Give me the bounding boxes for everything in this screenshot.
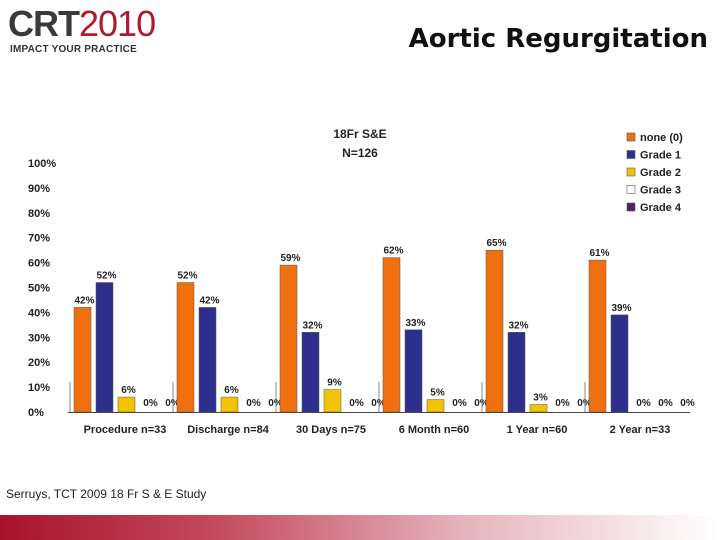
bar-2 <box>117 396 136 413</box>
bar-2 <box>323 389 342 413</box>
data-label: 5% <box>430 388 445 399</box>
bar-1 <box>198 307 217 413</box>
chart-title: 18Fr S&E <box>333 127 386 141</box>
bar-0 <box>73 307 92 413</box>
data-label: 42% <box>199 295 219 306</box>
data-label: 0% <box>452 398 467 409</box>
logo-crt: CRT <box>8 3 80 44</box>
data-label: 0% <box>680 398 695 409</box>
footer-bar <box>0 515 720 540</box>
chart-subtitle: N=126 <box>342 146 378 160</box>
y-tick-label: 30% <box>28 332 50 344</box>
y-tick-label: 20% <box>28 357 50 369</box>
y-tick-label: 10% <box>28 382 50 394</box>
x-category-label: Procedure n=33 <box>84 424 167 436</box>
y-tick-label: 60% <box>28 258 50 270</box>
logo-wordmark: CRT2010 <box>8 3 156 44</box>
data-label: 39% <box>611 303 631 314</box>
bar-1 <box>507 332 526 413</box>
y-tick-label: 80% <box>28 208 50 220</box>
bar-2 <box>529 404 548 413</box>
y-tick-label: 0% <box>28 407 44 419</box>
legend-swatch <box>626 132 636 142</box>
data-label: 52% <box>177 271 197 282</box>
bar-chart: 0% 10% 20% 30% 40% 50% 60% 70% 80% 90% 100% 18Fr S&… <box>28 127 695 436</box>
legend-swatch <box>626 150 636 159</box>
data-label: 0% <box>246 398 261 409</box>
data-label: 0% <box>143 398 158 409</box>
y-tick-label: 40% <box>28 307 50 319</box>
bar-1 <box>95 282 114 413</box>
y-tick-label: 70% <box>28 233 50 245</box>
data-label: 61% <box>589 248 609 259</box>
data-label: 42% <box>74 295 94 306</box>
bar-2 <box>220 396 239 413</box>
bar-0 <box>382 257 401 413</box>
data-label: 3% <box>533 393 548 404</box>
data-label: 6% <box>121 385 136 396</box>
data-label: 65% <box>486 238 506 249</box>
legend-swatch <box>626 202 636 212</box>
data-label: 0% <box>349 398 364 409</box>
legend-label: Grade 3 <box>640 185 681 197</box>
legend-label: Grade 2 <box>640 167 681 179</box>
data-label: 9% <box>327 378 342 389</box>
x-category-label: 6 Month n=60 <box>399 424 470 436</box>
bar-1 <box>301 332 320 413</box>
bar-2 <box>426 399 445 413</box>
x-category-label: 2 Year n=33 <box>610 424 671 436</box>
data-label: 0% <box>658 398 673 409</box>
crt-logo: CRT2010 IMPACT YOUR PRACTICE <box>8 4 156 60</box>
logo-year: 2010 <box>79 3 156 44</box>
legend-swatch <box>626 167 636 177</box>
data-label: 6% <box>224 385 239 396</box>
y-tick-label: 100% <box>28 158 56 170</box>
bar-0 <box>485 249 504 413</box>
data-label: 32% <box>302 320 322 331</box>
legend-label: none (0) <box>640 132 683 144</box>
source-caption: Serruys, TCT 2009 18 Fr S & E Study <box>6 487 207 501</box>
legend-swatch <box>626 185 636 194</box>
x-category-label: Discharge n=84 <box>187 424 270 436</box>
x-category-label: 1 Year n=60 <box>507 424 568 436</box>
legend-label: Grade 1 <box>640 150 681 162</box>
logo-tagline: IMPACT YOUR PRACTICE <box>10 44 137 55</box>
legend-label: Grade 4 <box>640 202 682 214</box>
y-tick-label: 90% <box>28 183 50 195</box>
data-label: 0% <box>555 398 570 409</box>
bar-1 <box>610 314 629 413</box>
data-label: 62% <box>383 246 403 257</box>
bar-0 <box>588 259 607 413</box>
y-tick-label: 50% <box>28 283 50 295</box>
bar-0 <box>176 282 195 413</box>
x-category-label: 30 Days n=75 <box>296 424 366 436</box>
bar-1 <box>404 329 423 413</box>
data-label: 59% <box>280 253 300 264</box>
slide-title: Aortic Regurgitation <box>408 24 708 54</box>
data-label: 0% <box>636 398 651 409</box>
bar-0 <box>279 264 298 413</box>
data-label: 33% <box>405 318 425 329</box>
data-label: 32% <box>508 320 528 331</box>
data-label: 52% <box>96 271 116 282</box>
